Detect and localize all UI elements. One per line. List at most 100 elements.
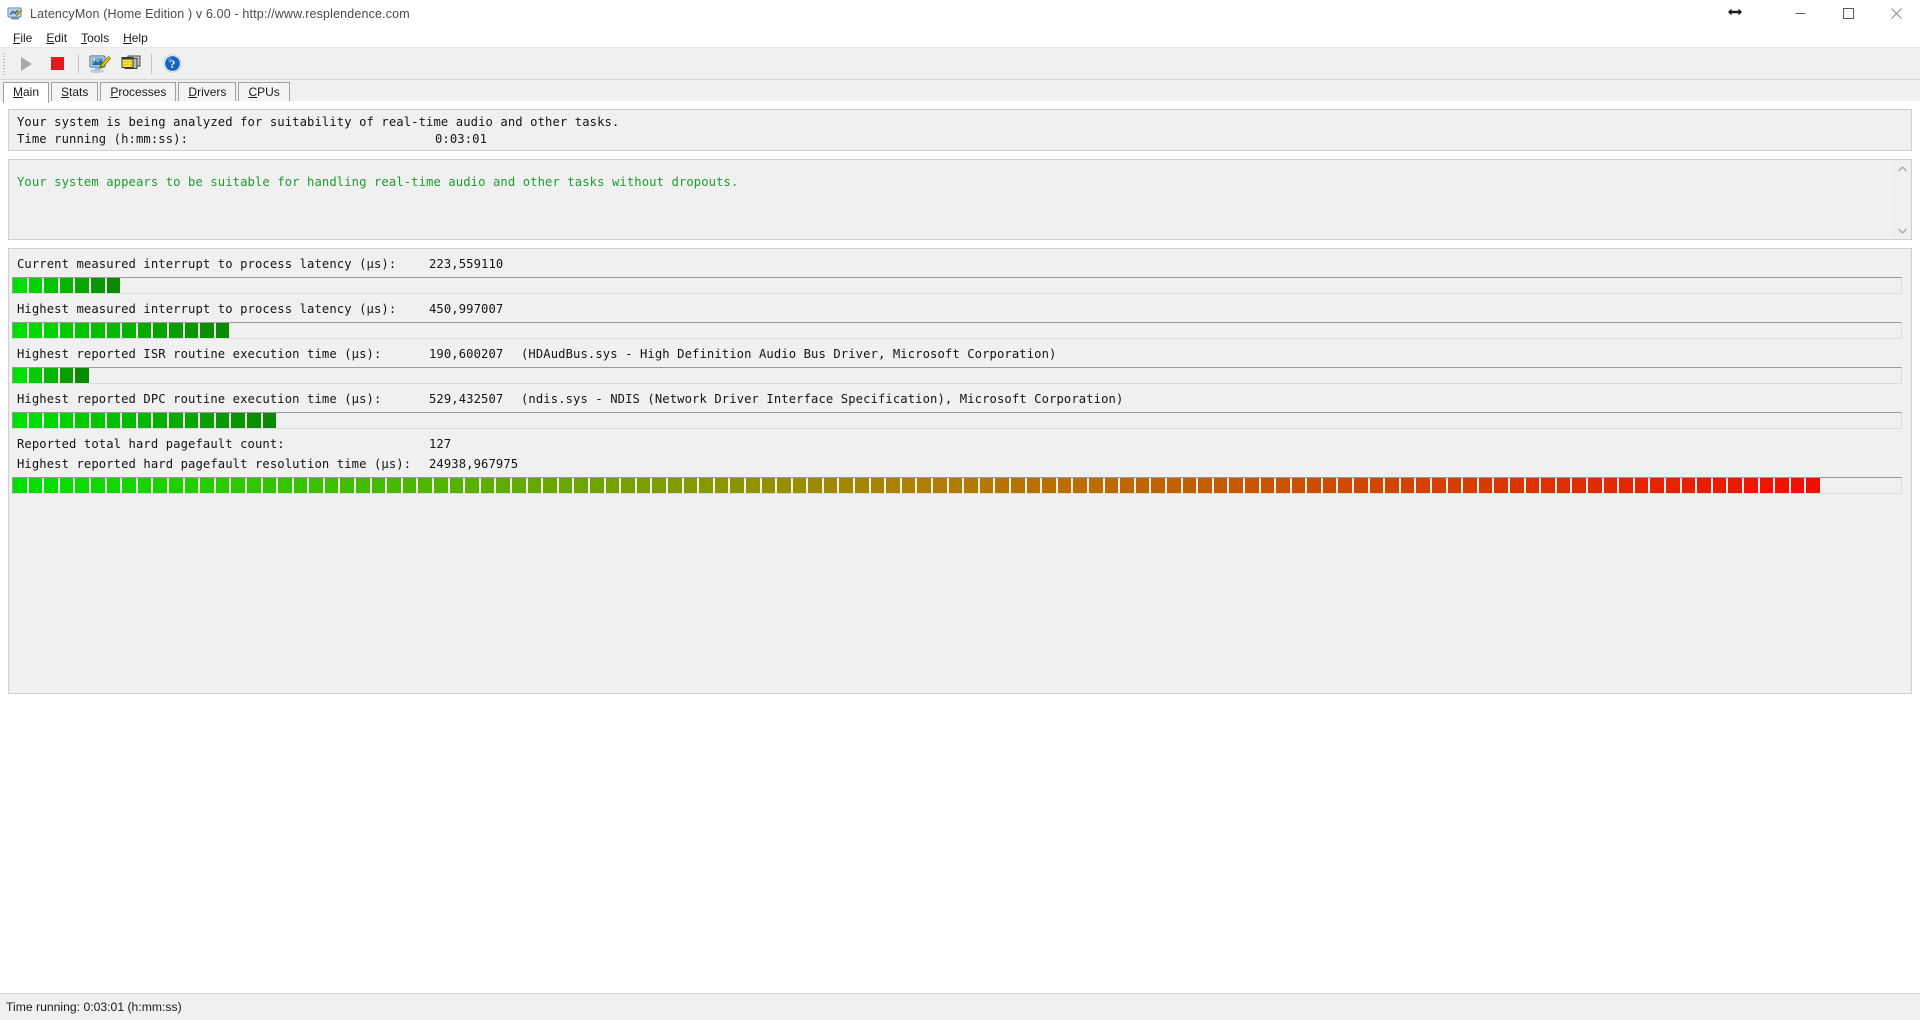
metric-label-1: Highest measured interrupt to process la… bbox=[17, 302, 397, 316]
bar-segment bbox=[636, 478, 651, 493]
bar-segment bbox=[1073, 478, 1087, 493]
bar-segment bbox=[1603, 478, 1618, 493]
bar-segment bbox=[1510, 478, 1524, 493]
monitor-settings-button[interactable] bbox=[86, 51, 113, 76]
bar-segment bbox=[1166, 478, 1181, 493]
metric-label-2: Highest reported ISR routine execution t… bbox=[17, 347, 382, 361]
bar-segment bbox=[59, 278, 74, 293]
bar-segment bbox=[1697, 478, 1711, 493]
bar-segment bbox=[434, 478, 448, 493]
bar-segment bbox=[1634, 478, 1649, 493]
menu-bar: File Edit Tools Help bbox=[0, 28, 1920, 48]
stop-button[interactable] bbox=[44, 51, 71, 76]
maximize-button[interactable] bbox=[1824, 0, 1872, 27]
help-question-icon: ? bbox=[163, 54, 182, 73]
bar-segment bbox=[106, 413, 121, 428]
bar-segment bbox=[1088, 478, 1103, 493]
minimize-button[interactable] bbox=[1776, 0, 1824, 27]
tab-stats[interactable]: Stats bbox=[51, 82, 99, 102]
status-bar-text: Time running: 0:03:01 (h:mm:ss) bbox=[6, 1000, 182, 1014]
bar-segment bbox=[886, 478, 900, 493]
metric-value-4: 127 bbox=[429, 437, 452, 451]
bar-segment bbox=[1244, 478, 1259, 493]
bar-segment bbox=[28, 323, 43, 338]
start-button[interactable] bbox=[13, 51, 40, 76]
menu-item-help[interactable]: Help bbox=[123, 30, 148, 45]
bar-segment bbox=[59, 478, 74, 493]
bar-segment bbox=[1416, 478, 1431, 493]
bar-segment bbox=[28, 478, 43, 493]
metric-detail-3: (ndis.sys - NDIS (Network Driver Interfa… bbox=[521, 392, 1124, 406]
bar-segment bbox=[309, 478, 323, 493]
menu-item-tools[interactable]: Tools bbox=[81, 30, 110, 45]
bar-segment bbox=[1447, 478, 1462, 493]
suitability-message: Your system appears to be suitable for h… bbox=[17, 175, 739, 189]
suitability-scrollbar[interactable] bbox=[1894, 161, 1910, 238]
app-icon bbox=[7, 6, 23, 22]
tab-cpus[interactable]: CPUs bbox=[238, 82, 290, 102]
metric-bar-3 bbox=[12, 412, 1902, 429]
bar-segment bbox=[1541, 478, 1555, 493]
bar-segment bbox=[13, 323, 27, 338]
suitability-panel: Your system appears to be suitable for h… bbox=[8, 159, 1912, 240]
bar-segment bbox=[231, 413, 245, 428]
bar-segment bbox=[1120, 478, 1134, 493]
tab-drivers[interactable]: Drivers bbox=[178, 82, 237, 102]
bar-segment bbox=[28, 278, 43, 293]
toolbar: ? bbox=[0, 48, 1920, 80]
bar-segment bbox=[1260, 478, 1275, 493]
bar-segment bbox=[262, 478, 277, 493]
metric-bar-5 bbox=[12, 477, 1902, 494]
bar-segment bbox=[246, 413, 261, 428]
bar-segment bbox=[340, 478, 355, 493]
bar-segment bbox=[527, 478, 542, 493]
bar-segment bbox=[153, 413, 167, 428]
bar-segment bbox=[200, 478, 214, 493]
bar-segment bbox=[1650, 478, 1664, 493]
bar-segment bbox=[356, 478, 370, 493]
bar-segment bbox=[1494, 478, 1508, 493]
scroll-up-icon[interactable] bbox=[1895, 161, 1910, 176]
help-button[interactable]: ? bbox=[159, 51, 186, 76]
bar-segment bbox=[1400, 478, 1415, 493]
metric-value-5: 24938,967975 bbox=[429, 457, 519, 471]
bar-segment bbox=[13, 278, 27, 293]
bar-segment bbox=[699, 478, 713, 493]
close-button[interactable] bbox=[1872, 0, 1920, 27]
menu-item-file[interactable]: File bbox=[13, 30, 33, 45]
bar-segment bbox=[870, 478, 885, 493]
tab-strip: Main Stats Processes Drivers CPUs bbox=[0, 80, 1920, 103]
metric-label-3: Highest reported DPC routine execution t… bbox=[17, 392, 382, 406]
tab-processes[interactable]: Processes bbox=[100, 82, 177, 102]
bar-segment bbox=[901, 478, 916, 493]
toolbar-grip[interactable] bbox=[2, 52, 8, 75]
bar-segment bbox=[184, 323, 199, 338]
bar-segment bbox=[168, 478, 183, 493]
bar-segment bbox=[1681, 478, 1696, 493]
bar-segment bbox=[730, 478, 744, 493]
bar-segment bbox=[1213, 478, 1228, 493]
bar-segment bbox=[1728, 478, 1742, 493]
bar-segment bbox=[683, 478, 698, 493]
bar-segment bbox=[215, 478, 230, 493]
bar-segment bbox=[28, 368, 43, 383]
tab-main[interactable]: Main bbox=[3, 82, 50, 103]
bar-segment bbox=[153, 478, 167, 493]
bar-segment bbox=[90, 278, 105, 293]
bar-segment bbox=[137, 478, 152, 493]
bar-segment bbox=[1198, 478, 1212, 493]
bar-segment bbox=[1432, 478, 1446, 493]
metric-value-1: 450,997007 bbox=[429, 302, 504, 316]
bar-segment bbox=[215, 323, 230, 338]
bar-segment bbox=[605, 478, 620, 493]
windows-button[interactable] bbox=[117, 51, 144, 76]
metric-bar-fill-2 bbox=[13, 368, 1901, 383]
bar-segment bbox=[106, 478, 121, 493]
bar-segment bbox=[387, 478, 401, 493]
bar-segment bbox=[574, 478, 588, 493]
bar-segment bbox=[59, 323, 74, 338]
scroll-down-icon[interactable] bbox=[1895, 223, 1910, 238]
menu-item-edit[interactable]: Edit bbox=[46, 30, 68, 45]
bar-segment bbox=[75, 278, 89, 293]
bar-segment bbox=[28, 413, 43, 428]
